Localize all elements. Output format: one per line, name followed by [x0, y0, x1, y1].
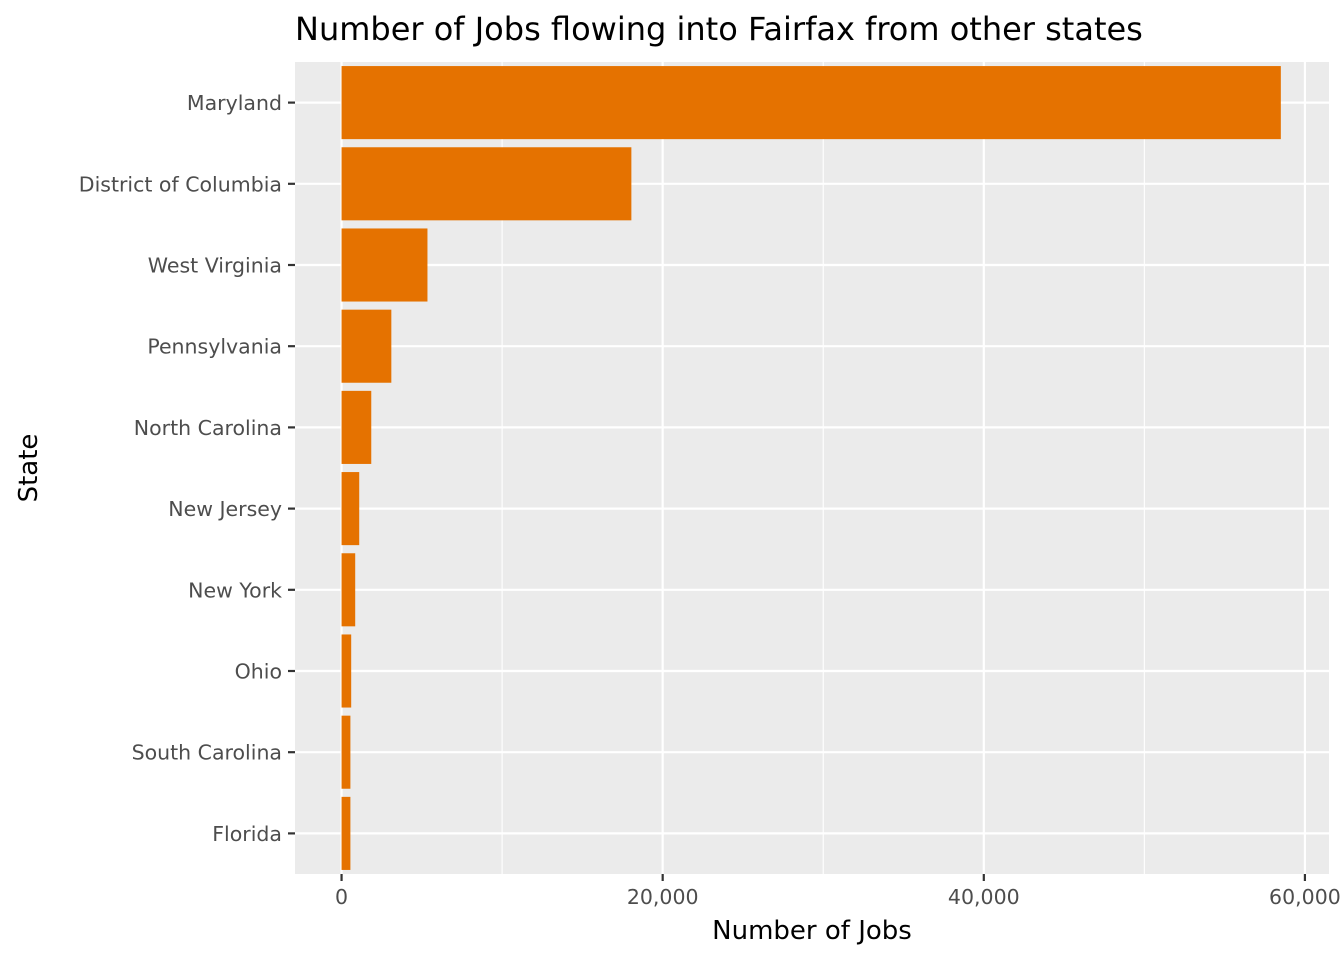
- bar-west-virginia: [341, 228, 428, 302]
- bar-district-of-columbia: [341, 147, 632, 221]
- bar-ohio: [341, 634, 352, 708]
- y-tick-label: Ohio: [235, 660, 282, 684]
- x-axis: 0 20,000 40,000 60,000: [335, 874, 1341, 909]
- x-tick-label: 20,000: [627, 885, 699, 909]
- y-tick-label: North Carolina: [134, 416, 282, 440]
- bar-new-york: [341, 553, 356, 627]
- y-tick-label: Pennsylvania: [147, 335, 282, 359]
- y-tick-label: New York: [188, 578, 282, 602]
- y-tick-label: South Carolina: [132, 741, 282, 765]
- y-tick-label: New Jersey: [168, 497, 282, 521]
- x-axis-title: Number of Jobs: [712, 916, 912, 946]
- bar-pennsylvania: [341, 309, 392, 383]
- chart-title: Number of Jobs flowing into Fairfax from…: [295, 10, 1143, 48]
- bar-florida: [341, 796, 351, 870]
- x-tick-label: 40,000: [948, 885, 1020, 909]
- bar-new-jersey: [341, 472, 360, 546]
- bar-maryland: [341, 66, 1281, 140]
- y-tick-label: West Virginia: [148, 254, 282, 278]
- bars: [341, 66, 1281, 870]
- bar-south-carolina: [341, 715, 351, 789]
- y-tick-label: Florida: [212, 822, 282, 846]
- y-tick-label: District of Columbia: [79, 172, 282, 196]
- y-tick-label: Maryland: [187, 91, 282, 115]
- y-axis: Maryland District of Columbia West Virgini…: [79, 91, 295, 846]
- x-tick-label: 0: [335, 885, 348, 909]
- y-axis-title: State: [14, 434, 44, 503]
- x-tick-label: 60,000: [1269, 885, 1341, 909]
- bar-north-carolina: [341, 390, 372, 464]
